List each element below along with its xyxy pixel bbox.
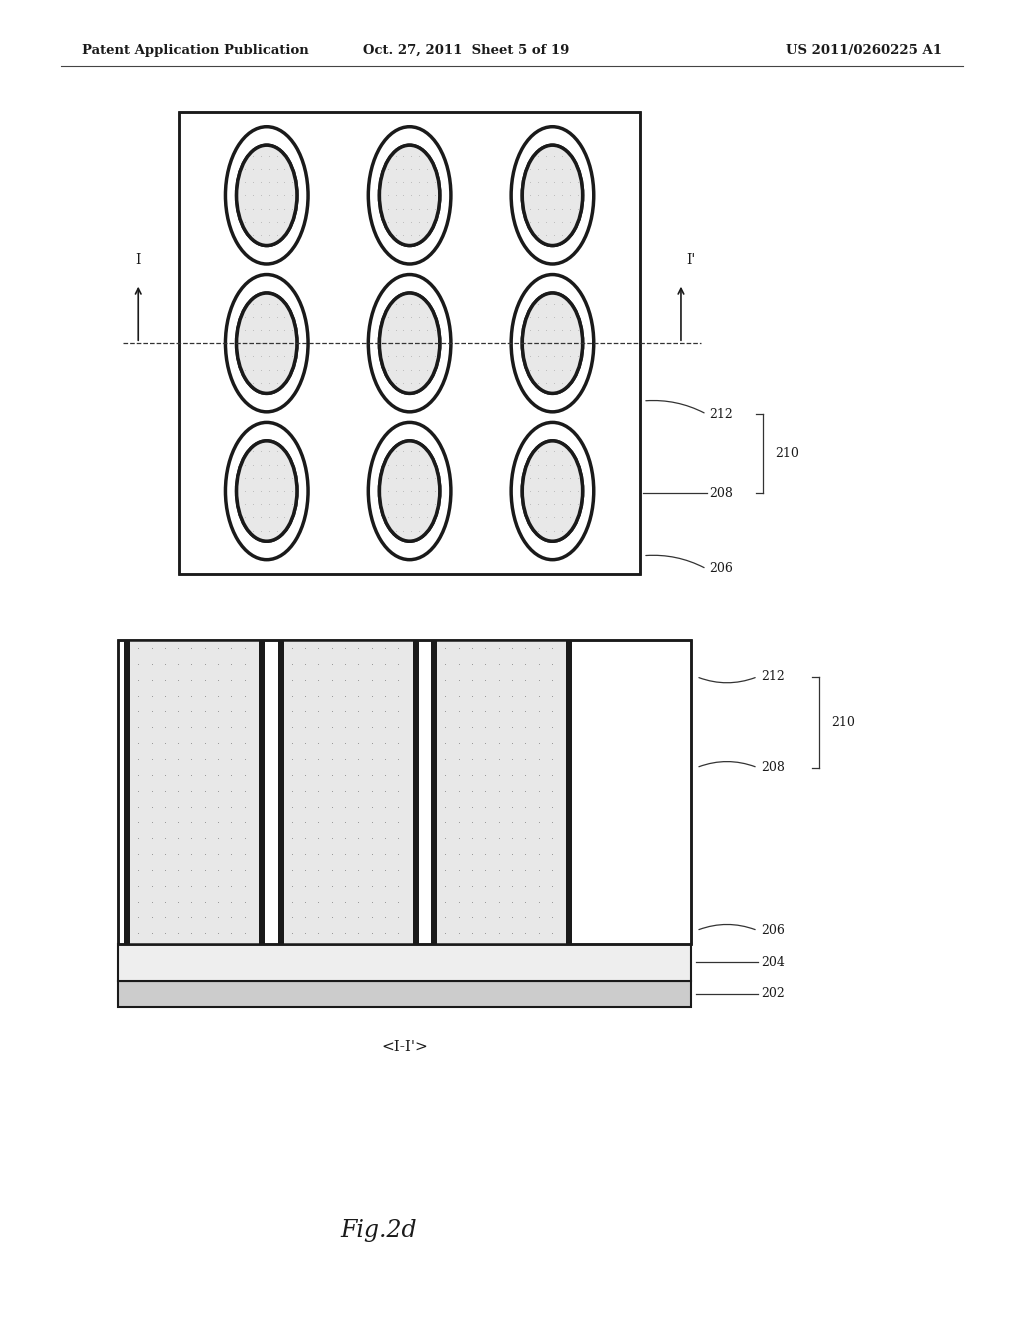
Ellipse shape <box>237 145 297 246</box>
Text: 208: 208 <box>710 487 733 500</box>
Ellipse shape <box>522 441 583 541</box>
Ellipse shape <box>369 275 451 412</box>
Text: 204: 204 <box>761 956 784 969</box>
Text: 212: 212 <box>761 671 784 684</box>
Ellipse shape <box>380 293 439 393</box>
Bar <box>413 640 419 944</box>
Ellipse shape <box>225 127 308 264</box>
Bar <box>259 640 265 944</box>
Text: US 2011/0260225 A1: US 2011/0260225 A1 <box>786 44 942 57</box>
Ellipse shape <box>225 275 308 412</box>
Bar <box>431 640 437 944</box>
Ellipse shape <box>237 441 297 541</box>
Ellipse shape <box>522 145 583 246</box>
Text: I: I <box>135 252 141 267</box>
Ellipse shape <box>380 441 439 541</box>
Ellipse shape <box>369 422 451 560</box>
Text: Fig.2d: Fig.2d <box>341 1218 417 1242</box>
Bar <box>179 112 640 574</box>
Text: 210: 210 <box>775 447 799 461</box>
Bar <box>118 640 691 944</box>
Ellipse shape <box>225 422 308 560</box>
Text: 208: 208 <box>761 762 784 775</box>
Ellipse shape <box>511 127 594 264</box>
Text: 206: 206 <box>710 562 733 576</box>
Ellipse shape <box>380 441 439 541</box>
Text: 202: 202 <box>761 987 784 1001</box>
Ellipse shape <box>511 422 594 560</box>
Bar <box>124 640 130 944</box>
Ellipse shape <box>237 293 297 393</box>
Ellipse shape <box>522 441 583 541</box>
Bar <box>179 112 640 574</box>
Text: 210: 210 <box>831 715 855 729</box>
Text: Patent Application Publication: Patent Application Publication <box>82 44 308 57</box>
Ellipse shape <box>369 127 451 264</box>
Ellipse shape <box>380 145 439 246</box>
Bar <box>278 640 284 944</box>
Bar <box>118 944 691 981</box>
Ellipse shape <box>380 293 439 393</box>
Text: <I-I'>: <I-I'> <box>381 1040 428 1053</box>
Bar <box>566 640 572 944</box>
Ellipse shape <box>237 293 297 393</box>
Text: 212: 212 <box>710 408 733 421</box>
Bar <box>130 640 259 944</box>
Bar <box>118 640 691 944</box>
Bar <box>118 981 691 1007</box>
Ellipse shape <box>237 145 297 246</box>
Ellipse shape <box>511 275 594 412</box>
Ellipse shape <box>237 441 297 541</box>
Bar <box>437 640 566 944</box>
Text: I': I' <box>686 252 695 267</box>
Bar <box>284 640 413 944</box>
Ellipse shape <box>522 293 583 393</box>
Text: 206: 206 <box>761 924 784 937</box>
Ellipse shape <box>522 145 583 246</box>
Ellipse shape <box>380 145 439 246</box>
Ellipse shape <box>522 293 583 393</box>
Text: Oct. 27, 2011  Sheet 5 of 19: Oct. 27, 2011 Sheet 5 of 19 <box>362 44 569 57</box>
